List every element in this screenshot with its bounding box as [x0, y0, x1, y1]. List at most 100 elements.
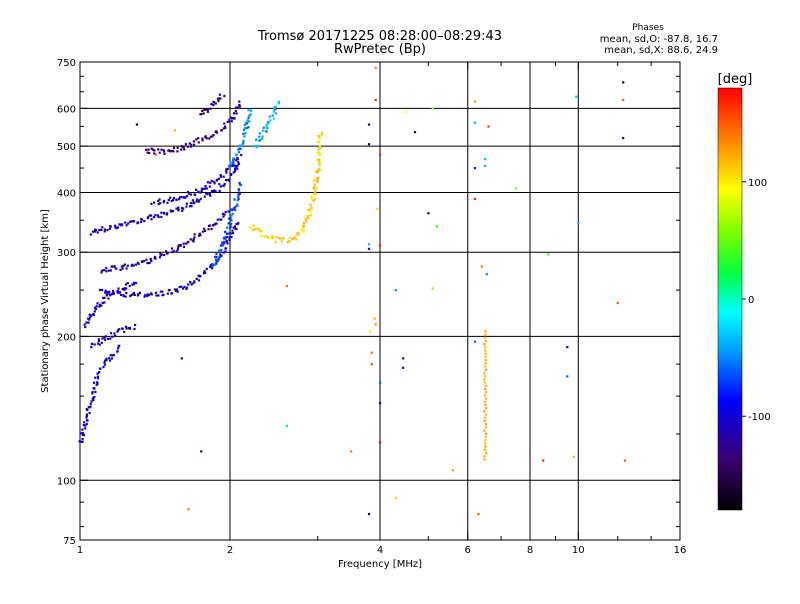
data-point: [176, 150, 179, 153]
data-point: [233, 167, 237, 170]
data-point: [195, 138, 198, 141]
data-point: [91, 397, 94, 400]
data-point: [193, 236, 196, 239]
data-point: [126, 282, 129, 285]
data-point: [185, 242, 188, 245]
data-point: [237, 148, 240, 151]
data-point: [85, 414, 88, 418]
data-point: [313, 179, 316, 182]
data-point: [166, 252, 169, 255]
data-point: [218, 189, 221, 192]
data-point: [180, 196, 183, 199]
data-point: [244, 127, 247, 130]
data-point: [178, 286, 181, 289]
data-point: [185, 287, 188, 290]
data-point: [130, 220, 133, 223]
data-point: [404, 110, 407, 113]
data-point: [413, 131, 417, 134]
data-point: [379, 402, 382, 405]
data-point: [175, 250, 178, 253]
data-point: [95, 305, 98, 308]
data-point: [94, 390, 97, 393]
data-point: [123, 330, 126, 333]
data-point: [249, 113, 252, 116]
data-point: [431, 107, 434, 110]
data-point: [230, 120, 233, 123]
data-point: [186, 241, 189, 244]
data-point: [211, 264, 214, 267]
data-point: [261, 137, 264, 140]
data-point: [373, 317, 376, 320]
data-point: [94, 228, 97, 231]
data-point: [168, 288, 171, 292]
data-point: [147, 293, 151, 297]
data-point: [108, 290, 111, 293]
data-point: [145, 148, 148, 151]
data-point: [484, 391, 487, 394]
data-point: [238, 103, 241, 107]
data-point: [302, 222, 306, 225]
data-point: [350, 450, 353, 453]
data-point: [220, 129, 223, 132]
data-point: [210, 180, 213, 183]
data-point: [109, 269, 112, 272]
data-point: [160, 211, 163, 214]
data-point: [193, 280, 196, 283]
data-point: [473, 340, 476, 343]
data-point: [97, 342, 100, 345]
data-point: [223, 183, 226, 186]
data-point: [159, 202, 162, 205]
data-point: [245, 127, 248, 130]
data-point: [177, 206, 180, 209]
data-point: [150, 259, 153, 263]
data-point: [484, 426, 487, 429]
data-point: [211, 267, 214, 270]
data-point: [117, 287, 120, 290]
data-point: [222, 251, 225, 254]
data-point: [484, 442, 487, 445]
data-point: [96, 382, 99, 385]
data-point: [237, 161, 240, 164]
data-point: [294, 238, 297, 241]
data-point: [129, 294, 132, 298]
data-point: [196, 198, 199, 201]
data-point: [222, 184, 225, 187]
data-point: [242, 142, 245, 145]
data-point: [103, 361, 106, 364]
data-point: [246, 119, 249, 122]
data-point: [110, 292, 113, 296]
data-point: [85, 408, 88, 411]
data-point: [427, 212, 430, 215]
data-point: [228, 236, 231, 239]
data-point: [209, 135, 212, 138]
data-point: [199, 191, 202, 194]
data-point: [204, 136, 207, 139]
data-point: [172, 146, 176, 149]
data-point: [484, 158, 487, 161]
x-tick-label: 10: [572, 545, 585, 556]
data-point: [236, 199, 239, 202]
data-point: [394, 289, 397, 292]
data-point: [484, 346, 487, 349]
data-point: [199, 113, 202, 116]
data-point: [305, 220, 308, 223]
data-point: [235, 154, 238, 157]
data-point: [264, 235, 267, 238]
data-point: [190, 201, 193, 205]
data-point: [193, 193, 197, 197]
data-point: [204, 271, 207, 274]
data-point: [484, 387, 487, 391]
data-point: [201, 109, 204, 112]
data-point: [199, 234, 202, 237]
data-point: [154, 291, 158, 294]
data-point: [190, 283, 193, 286]
data-point: [146, 295, 149, 298]
data-point: [108, 359, 112, 362]
data-point: [182, 287, 185, 290]
data-point: [316, 178, 319, 181]
data-point: [249, 109, 253, 112]
data-point: [111, 335, 114, 338]
data-point: [235, 223, 238, 226]
data-point: [485, 432, 488, 435]
data-point: [177, 244, 180, 247]
